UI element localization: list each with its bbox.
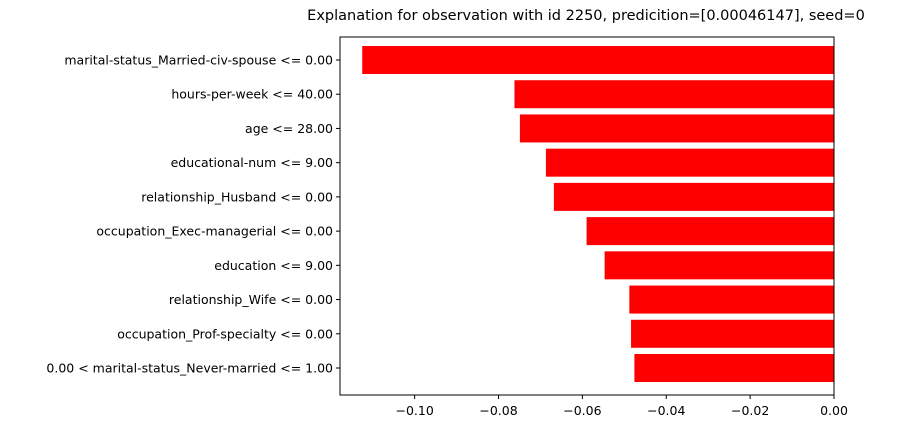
x-tick-label: −0.10 [395,403,433,418]
x-tick-label: −0.02 [731,403,769,418]
bar-4 [545,148,834,177]
plot-frame [339,36,835,396]
y-tick-label: relationship_Wife <= 0.00 [169,292,333,307]
y-tick-label: relationship_Husband <= 0.00 [141,189,333,204]
y-tick-label: marital-status_Married-civ-spouse <= 0.0… [64,53,333,68]
x-axis: −0.10 −0.08 −0.06 −0.04 −0.02 0.00 [395,395,848,418]
x-tick-label: −0.04 [647,403,685,418]
y-tick-label: hours-per-week <= 40.00 [171,87,333,102]
bar-5 [553,182,834,211]
bar-6 [586,217,834,246]
x-tick-label: −0.08 [479,403,517,418]
bar-1 [362,46,834,74]
y-tick-label: occupation_Exec-managerial <= 0.00 [96,224,333,239]
y-tick-label: 0.00 < marital-status_Never-married <= 1… [46,361,333,376]
bar-9 [631,319,834,348]
bar-8 [629,285,834,314]
bar-2 [514,80,834,109]
y-tick-label: educational-num <= 9.00 [171,155,333,170]
y-tick-label: occupation_Prof-specialty <= 0.00 [117,326,333,341]
y-tick-label: education <= 9.00 [214,258,333,273]
chart-title: Explanation for observation with id 2250… [307,8,865,24]
y-tick-label: age <= 28.00 [245,121,333,136]
x-tick-label: 0.00 [820,403,848,418]
bars-group [362,46,834,382]
y-tick-labels: marital-status_Married-civ-spouse <= 0.0… [46,53,340,376]
bar-10 [634,354,834,382]
bar-7 [604,251,834,280]
x-tick-label: −0.06 [563,403,601,418]
bar-3 [519,114,834,143]
